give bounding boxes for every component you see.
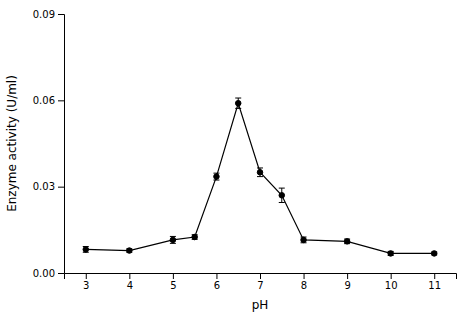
error-bar [213,173,219,180]
error-bar-cap [257,176,263,177]
y-tick-mark [58,273,64,274]
x-tick-mark [216,273,217,279]
point [301,237,307,243]
point [431,251,437,257]
point [388,251,394,257]
y-tick: 0.09 [33,9,64,20]
x-tick: 5 [170,273,176,291]
point [279,193,285,199]
point [83,247,89,253]
point [344,239,350,245]
error-bar-cap [257,167,263,168]
x-tick: 4 [127,273,133,291]
y-tick: 0.03 [33,181,64,192]
x-tick-mark [347,273,348,279]
error-bar [83,247,89,253]
x-tick-label: 11 [428,280,441,291]
y-axis-line [58,15,65,274]
point [235,100,241,106]
point [192,234,198,240]
x-tick-label: 4 [127,280,133,291]
x-tick-label: 3 [83,280,89,291]
x-tick-mark [86,273,87,279]
error-bar [344,239,350,244]
x-tick: 7 [257,273,263,291]
x-tick-mark [434,273,435,279]
line [86,103,434,253]
x-tick: 11 [428,273,441,291]
error-bar-cap [235,108,241,109]
x-tick: 8 [301,273,307,291]
x-tick: 10 [385,273,398,291]
x-tick-label: 10 [385,280,398,291]
y-tick-label: 0.06 [33,95,55,106]
y-axis: 0.00 0.03 0.06 0.09 [33,9,65,279]
x-axis-line [65,274,457,280]
y-tick-label: 0.09 [33,9,55,20]
x-tick-label: 6 [214,280,220,291]
marks [83,98,437,256]
error-bar-cap [279,188,285,189]
point [257,170,263,176]
x-tick-label: 5 [170,280,176,291]
error-bar [279,188,285,202]
x-axis-title: pH [252,298,269,312]
x-tick: 3 [83,273,89,291]
y-tick: 0.06 [33,95,64,106]
y-tick-label: 0.00 [33,268,55,279]
y-tick-mark [58,100,64,101]
y-tick-label: 0.03 [33,181,55,192]
point [214,174,220,180]
x-tick-label: 7 [257,280,263,291]
error-bar [301,237,307,243]
y-tick-mark [58,14,64,15]
x-tick-label: 9 [344,280,350,291]
x-axis: 3 4 5 6 7 8 9 10 11 [65,273,457,291]
x-tick-mark [304,273,305,279]
error-bar [235,98,241,108]
error-bar [192,235,198,240]
x-tick-mark [173,273,174,279]
y-tick-mark [58,187,64,188]
error-bar [170,236,176,243]
x-tick-mark [391,273,392,279]
x-tick-label: 8 [301,280,307,291]
x-tick: 6 [214,273,220,291]
x-tick-mark [129,273,130,279]
point [127,248,133,254]
error-bar-cap [235,98,241,99]
x-tick-mark [260,273,261,279]
error-bar [257,168,263,177]
error-bar-cap [279,202,285,203]
point [170,237,176,243]
y-tick: 0.00 [33,268,64,279]
error-bar [388,251,394,255]
x-tick: 9 [344,273,350,291]
plot: 3 4 5 6 7 8 9 10 11 0.00 0.03 0.06 0.09 [33,9,457,291]
chart: 3 4 5 6 7 8 9 10 11 0.00 0.03 0.06 0.09 pH Enzyme acti… [0,0,474,317]
y-axis-title: Enzyme activity (U/ml) [5,75,19,212]
